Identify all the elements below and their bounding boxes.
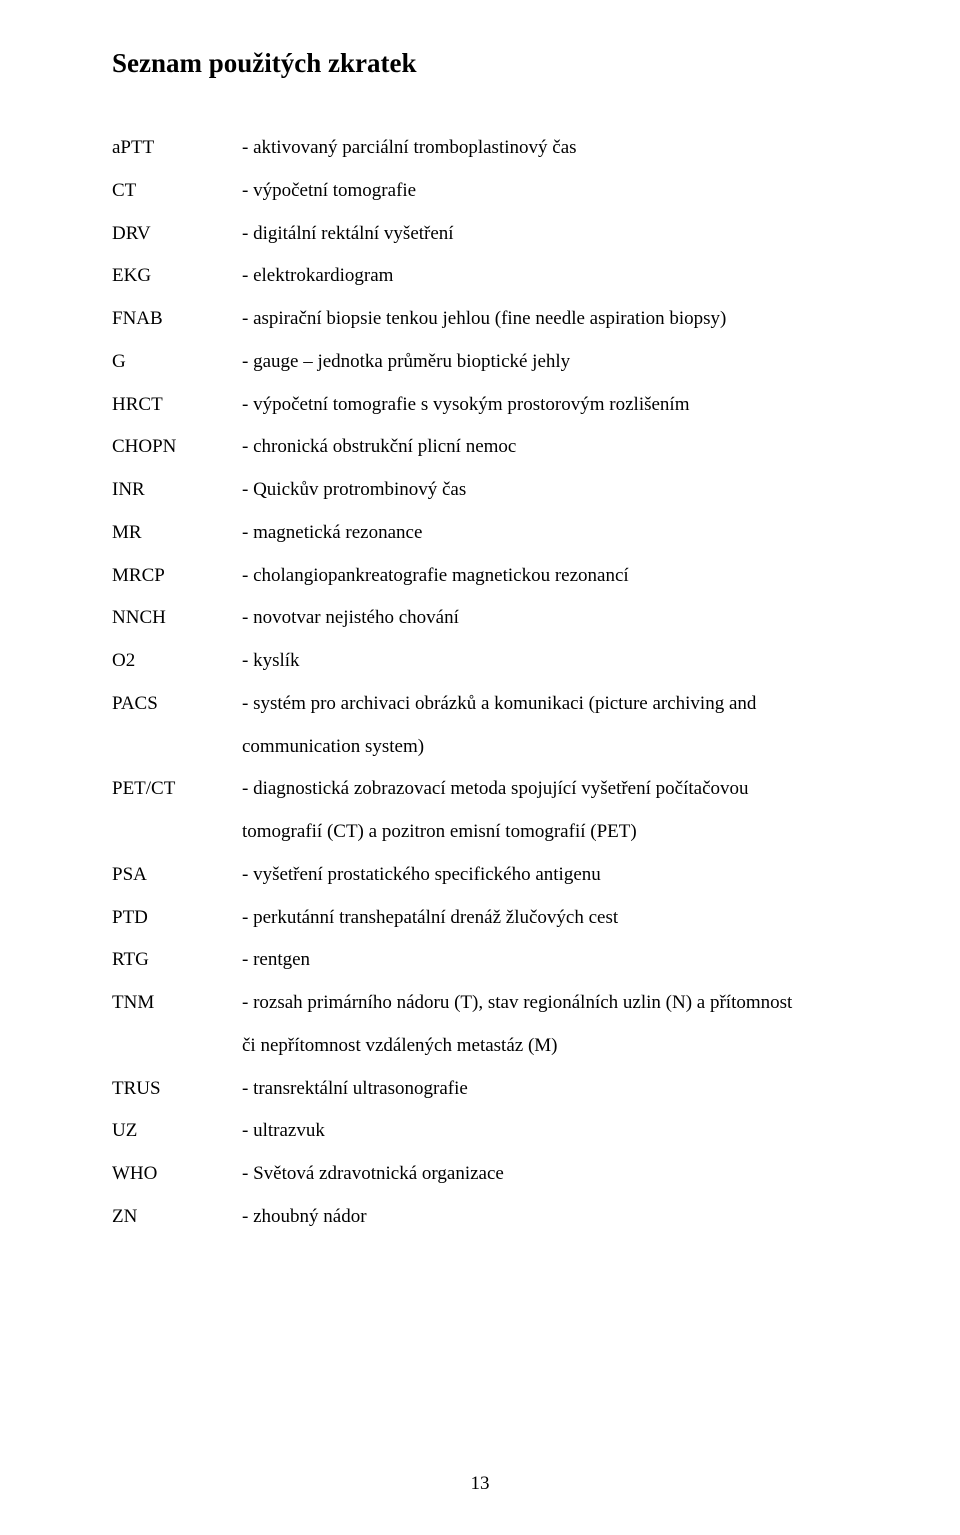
list-item: RTG- rentgen <box>112 939 864 982</box>
list-item: HRCT- výpočetní tomografie s vysokým pro… <box>112 384 864 427</box>
abbreviation-term: HRCT <box>112 384 242 427</box>
abbreviation-term: CT <box>112 170 242 213</box>
definition-text: - vyšetření prostatického specifického a… <box>242 864 601 885</box>
list-item: PET/CT- diagnostická zobrazovací metoda … <box>112 768 864 854</box>
definition-text: - cholangiopankreatografie magnetickou r… <box>242 565 629 586</box>
abbreviation-definition: - systém pro archivaci obrázků a komunik… <box>242 683 864 769</box>
list-item: INR- Quickův protrombinový čas <box>112 469 864 512</box>
list-item: O2- kyslík <box>112 640 864 683</box>
definition-text: - aspirační biopsie tenkou jehlou (fine … <box>242 308 726 329</box>
definition-text: - diagnostická zobrazovací metoda spojuj… <box>242 778 749 799</box>
abbreviation-definition: - rozsah primárního nádoru (T), stav reg… <box>242 982 864 1068</box>
abbreviation-definition: - rentgen <box>242 939 864 982</box>
definition-text: - výpočetní tomografie s vysokým prostor… <box>242 394 689 415</box>
abbreviation-term: ZN <box>112 1196 242 1239</box>
abbreviation-definition: - zhoubný nádor <box>242 1196 864 1239</box>
abbreviation-term: PET/CT <box>112 768 242 811</box>
abbreviation-term: aPTT <box>112 127 242 170</box>
abbreviation-term: MR <box>112 512 242 555</box>
list-item: WHO- Světová zdravotnická organizace <box>112 1153 864 1196</box>
abbreviation-term: WHO <box>112 1153 242 1196</box>
definition-text: - elektrokardiogram <box>242 265 393 286</box>
abbreviation-term: PTD <box>112 897 242 940</box>
list-item: MRCP- cholangiopankreatografie magnetick… <box>112 555 864 598</box>
definition-text: - Světová zdravotnická organizace <box>242 1163 504 1184</box>
abbreviation-definition: - novotvar nejistého chování <box>242 597 864 640</box>
abbreviation-term: PSA <box>112 854 242 897</box>
definition-continuation: či nepřítomnost vzdálených metastáz (M) <box>242 1025 864 1068</box>
list-item: EKG- elektrokardiogram <box>112 255 864 298</box>
abbreviation-definition: - výpočetní tomografie s vysokým prostor… <box>242 384 864 427</box>
definition-continuation: tomografií (CT) a pozitron emisní tomogr… <box>242 811 864 854</box>
definition-text: - zhoubný nádor <box>242 1206 367 1227</box>
definition-text: - systém pro archivaci obrázků a komunik… <box>242 693 756 714</box>
list-item: MR- magnetická rezonance <box>112 512 864 555</box>
list-item: FNAB- aspirační biopsie tenkou jehlou (f… <box>112 298 864 341</box>
abbreviation-term: TNM <box>112 982 242 1025</box>
list-item: TNM- rozsah primárního nádoru (T), stav … <box>112 982 864 1068</box>
abbreviation-definition: - magnetická rezonance <box>242 512 864 555</box>
abbreviation-definition: - cholangiopankreatografie magnetickou r… <box>242 555 864 598</box>
abbreviation-definition: - aktivovaný parciální tromboplastinový … <box>242 127 864 170</box>
abbreviation-term: G <box>112 341 242 384</box>
abbreviation-definition: - chronická obstrukční plicní nemoc <box>242 426 864 469</box>
abbreviation-term: O2 <box>112 640 242 683</box>
page-number: 13 <box>0 1473 960 1495</box>
list-item: CT- výpočetní tomografie <box>112 170 864 213</box>
definition-text: - rentgen <box>242 949 310 970</box>
definition-text: - kyslík <box>242 650 300 671</box>
abbreviation-term: NNCH <box>112 597 242 640</box>
abbreviation-term: DRV <box>112 213 242 256</box>
definition-continuation: communication system) <box>242 726 864 769</box>
abbreviation-term: UZ <box>112 1110 242 1153</box>
abbreviation-term: INR <box>112 469 242 512</box>
definition-text: - ultrazvuk <box>242 1120 325 1141</box>
definition-text: - rozsah primárního nádoru (T), stav reg… <box>242 992 792 1013</box>
definition-text: - chronická obstrukční plicní nemoc <box>242 436 516 457</box>
abbreviation-definition: - digitální rektální vyšetření <box>242 213 864 256</box>
definition-text: - výpočetní tomografie <box>242 180 416 201</box>
list-item: DRV- digitální rektální vyšetření <box>112 213 864 256</box>
list-item: aPTT- aktivovaný parciální tromboplastin… <box>112 127 864 170</box>
list-item: PTD- perkutánní transhepatální drenáž žl… <box>112 897 864 940</box>
abbreviation-definition: - gauge – jednotka průměru bioptické jeh… <box>242 341 864 384</box>
definition-text: - magnetická rezonance <box>242 522 422 543</box>
abbreviation-definition: - perkutánní transhepatální drenáž žlučo… <box>242 897 864 940</box>
abbreviation-term: CHOPN <box>112 426 242 469</box>
list-item: PACS- systém pro archivaci obrázků a kom… <box>112 683 864 769</box>
list-item: CHOPN- chronická obstrukční plicní nemoc <box>112 426 864 469</box>
abbreviation-definition: - kyslík <box>242 640 864 683</box>
list-item: G- gauge – jednotka průměru bioptické je… <box>112 341 864 384</box>
abbreviation-definition: - výpočetní tomografie <box>242 170 864 213</box>
abbreviation-definition: - vyšetření prostatického specifického a… <box>242 854 864 897</box>
abbreviation-term: EKG <box>112 255 242 298</box>
abbreviation-term: MRCP <box>112 555 242 598</box>
list-item: TRUS- transrektální ultrasonografie <box>112 1068 864 1111</box>
list-item: NNCH- novotvar nejistého chování <box>112 597 864 640</box>
abbreviation-definition: - transrektální ultrasonografie <box>242 1068 864 1111</box>
abbreviation-definition: - ultrazvuk <box>242 1110 864 1153</box>
abbreviation-definition: - elektrokardiogram <box>242 255 864 298</box>
abbreviation-term: RTG <box>112 939 242 982</box>
definition-text: - aktivovaný parciální tromboplastinový … <box>242 137 577 158</box>
list-item: ZN- zhoubný nádor <box>112 1196 864 1239</box>
abbreviation-definition: - aspirační biopsie tenkou jehlou (fine … <box>242 298 864 341</box>
abbreviation-list: aPTT- aktivovaný parciální tromboplastin… <box>112 127 864 1239</box>
definition-text: - Quickův protrombinový čas <box>242 479 466 500</box>
abbreviation-term: FNAB <box>112 298 242 341</box>
list-item: UZ- ultrazvuk <box>112 1110 864 1153</box>
definition-text: - novotvar nejistého chování <box>242 607 459 628</box>
definition-text: - digitální rektální vyšetření <box>242 223 454 244</box>
list-item: PSA- vyšetření prostatického specifickéh… <box>112 854 864 897</box>
abbreviation-definition: - Quickův protrombinový čas <box>242 469 864 512</box>
abbreviation-term: PACS <box>112 683 242 726</box>
definition-text: - gauge – jednotka průměru bioptické jeh… <box>242 351 570 372</box>
abbreviation-term: TRUS <box>112 1068 242 1111</box>
definition-text: - perkutánní transhepatální drenáž žlučo… <box>242 907 618 928</box>
definition-text: - transrektální ultrasonografie <box>242 1078 468 1099</box>
abbreviation-definition: - Světová zdravotnická organizace <box>242 1153 864 1196</box>
page-title: Seznam použitých zkratek <box>112 48 864 79</box>
abbreviation-definition: - diagnostická zobrazovací metoda spojuj… <box>242 768 864 854</box>
